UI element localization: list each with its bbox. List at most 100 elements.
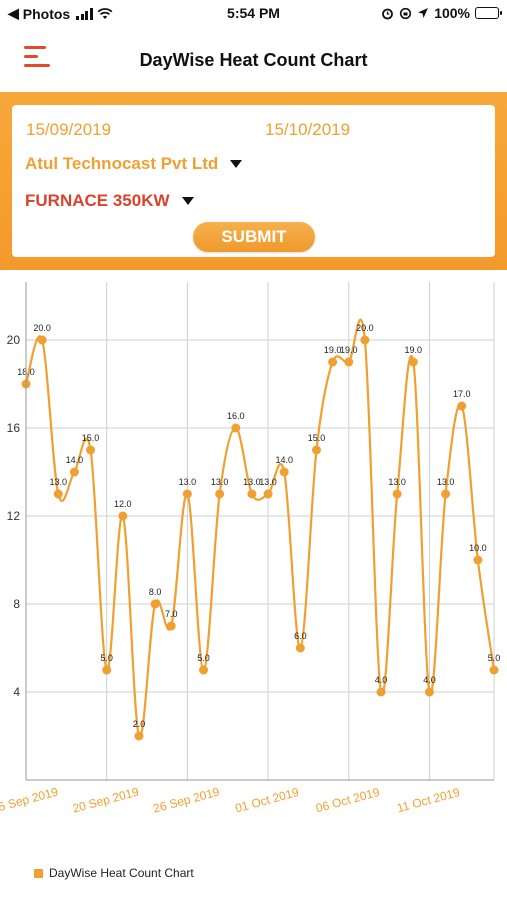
data-point <box>150 599 160 609</box>
data-label: 13.0 <box>437 477 455 487</box>
data-point <box>102 665 112 675</box>
data-label: 2.0 <box>133 719 146 729</box>
data-label: 5.0 <box>100 653 113 663</box>
data-point <box>118 511 128 521</box>
data-point <box>328 357 338 367</box>
rotation-lock-icon <box>400 7 412 19</box>
data-point <box>53 489 63 499</box>
x-tick-label: 26 Sep 2019 <box>152 784 222 815</box>
status-right: 100% <box>381 5 502 21</box>
back-app-label[interactable]: Photos <box>22 5 71 22</box>
wifi-icon <box>97 7 113 19</box>
data-point <box>376 687 386 697</box>
data-label: 7.0 <box>165 609 178 619</box>
data-label: 8.0 <box>149 587 162 597</box>
data-point <box>295 643 305 653</box>
data-point <box>134 731 144 741</box>
company-dropdown-label: Atul Technocast Pvt Ltd <box>25 154 219 173</box>
data-label: 13.0 <box>388 477 406 487</box>
data-point <box>37 335 47 345</box>
data-point <box>344 357 354 367</box>
status-time: 5:54 PM <box>227 5 280 21</box>
data-point <box>279 467 289 477</box>
data-label: 13.0 <box>211 477 229 487</box>
status-left[interactable]: ◀ Photos <box>8 5 113 22</box>
data-point <box>69 467 79 477</box>
data-label: 15.0 <box>82 433 100 443</box>
status-bar: ◀ Photos 5:54 PM 100% <box>0 0 507 28</box>
back-arrow-icon[interactable]: ◀ <box>8 5 19 21</box>
data-label: 17.0 <box>453 389 471 399</box>
x-tick-label: 06 Oct 2019 <box>314 785 381 816</box>
data-label: 20.0 <box>33 323 51 333</box>
data-label: 12.0 <box>114 499 132 509</box>
data-label: 15.0 <box>308 433 326 443</box>
data-point <box>457 401 467 411</box>
data-label: 13.0 <box>259 477 277 487</box>
data-point <box>182 489 192 499</box>
data-label: 13.0 <box>243 477 261 487</box>
data-point <box>311 445 321 455</box>
y-tick-label: 12 <box>7 509 21 523</box>
data-point <box>166 621 176 631</box>
chevron-down-icon <box>181 197 194 205</box>
data-point <box>86 445 96 455</box>
data-label: 19.0 <box>324 345 342 355</box>
furnace-dropdown[interactable]: FURNACE 350KW <box>25 191 194 211</box>
data-point <box>231 423 241 433</box>
y-tick-label: 16 <box>7 421 21 435</box>
data-point <box>424 687 434 697</box>
data-point <box>441 489 451 499</box>
data-label: 14.0 <box>275 455 293 465</box>
data-point <box>247 489 257 499</box>
data-point <box>360 335 370 345</box>
data-point <box>408 357 418 367</box>
legend-swatch <box>34 868 43 878</box>
x-tick-label: 11 Oct 2019 <box>395 785 461 815</box>
data-label: 19.0 <box>405 345 423 355</box>
data-point <box>215 489 225 499</box>
x-tick-label: 01 Oct 2019 <box>234 785 301 816</box>
legend-label: DayWise Heat Count Chart <box>49 866 194 880</box>
to-date-field[interactable]: 15/10/2019 <box>265 120 351 139</box>
location-icon <box>418 8 429 18</box>
filter-panel: 15/09/2019 15/10/2019 Atul Technocast Pv… <box>0 92 507 270</box>
data-label: 4.0 <box>423 675 436 685</box>
series-line <box>24 318 496 739</box>
data-label: 10.0 <box>469 543 487 553</box>
battery-icon <box>475 7 502 19</box>
chevron-down-icon <box>230 160 243 168</box>
data-point <box>392 489 402 499</box>
data-label: 5.0 <box>197 653 210 663</box>
data-label: 6.0 <box>294 631 307 641</box>
furnace-dropdown-label: FURNACE 350KW <box>25 191 170 210</box>
data-point <box>263 489 273 499</box>
alarm-icon <box>382 8 394 19</box>
y-tick-label: 8 <box>13 597 20 611</box>
x-tick-label: 20 Sep 2019 <box>71 784 141 815</box>
x-tick-label: 15 Sep 2019 <box>0 784 60 815</box>
data-label: 20.0 <box>356 323 374 333</box>
page-title: DayWise Heat Count Chart <box>139 50 368 70</box>
app-header: DayWise Heat Count Chart <box>0 28 507 92</box>
data-label: 16.0 <box>227 411 245 421</box>
data-label: 19.0 <box>340 345 358 355</box>
y-tick-label: 4 <box>13 685 20 699</box>
data-point <box>489 665 499 675</box>
data-point <box>199 665 209 675</box>
data-label: 13.0 <box>179 477 197 487</box>
hamburger-menu-icon[interactable] <box>24 46 52 68</box>
chart-legend: DayWise Heat Count Chart <box>34 866 194 880</box>
data-label: 14.0 <box>66 455 84 465</box>
data-label: 4.0 <box>375 675 388 685</box>
signal-icon <box>76 7 93 20</box>
data-point <box>473 555 483 565</box>
battery-percent: 100% <box>434 5 470 21</box>
heat-count-chart: 18.020.013.014.015.05.012.02.08.07.013.0… <box>0 282 501 816</box>
company-dropdown[interactable]: Atul Technocast Pvt Ltd <box>25 154 243 174</box>
data-label: 13.0 <box>50 477 68 487</box>
data-label: 5.0 <box>488 653 501 663</box>
from-date-field[interactable]: 15/09/2019 <box>26 120 112 139</box>
filter-card: 15/09/2019 15/10/2019 Atul Technocast Pv… <box>12 105 495 257</box>
submit-button[interactable]: SUBMIT <box>193 222 315 252</box>
